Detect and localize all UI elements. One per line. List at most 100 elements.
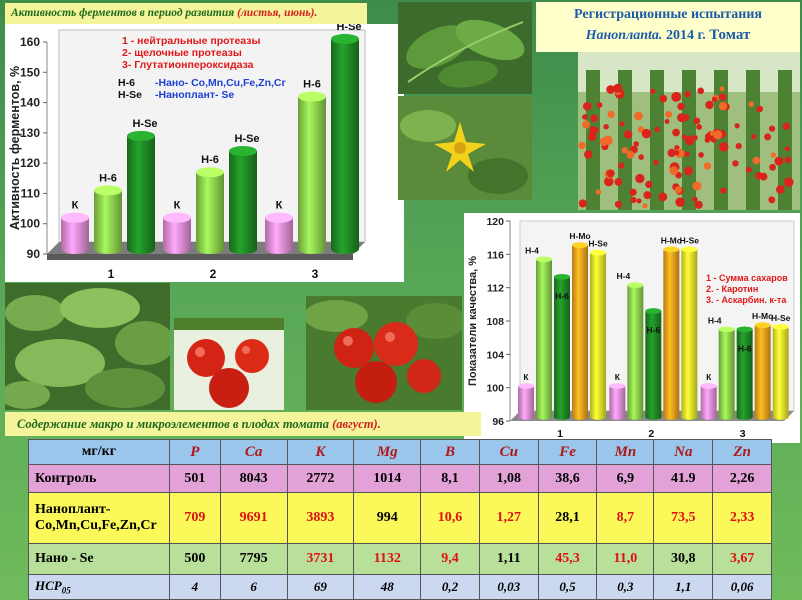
- table-cell: 501: [169, 464, 221, 493]
- tomato-fruit: [645, 180, 653, 189]
- tomato-fruit: [769, 163, 777, 171]
- chart2-bar: [754, 322, 771, 420]
- chart2-bar: [681, 246, 698, 420]
- chart2-x-tick-label: 3: [740, 428, 746, 440]
- tomato-fruit: [596, 102, 603, 108]
- chart2-y-tick-label: 120: [486, 216, 504, 228]
- chart2-bar-label: Н-6: [738, 343, 752, 353]
- table-cell: 8,1: [420, 464, 480, 493]
- registration-year: 2014 г.: [665, 28, 706, 43]
- tomato-fruit: [720, 187, 727, 194]
- tomato-fruit: [604, 176, 614, 187]
- greenhouse-tomato-photo: [578, 52, 800, 210]
- chart2-bar: [736, 326, 753, 420]
- chart2-legend-item: 3. - Аскарбин. к-та: [706, 295, 787, 305]
- chart2-bar: [572, 242, 588, 420]
- table-header-cell: Ca: [219, 439, 288, 465]
- chart2-x-tick-label: 2: [648, 428, 654, 440]
- table-cell: 500: [169, 543, 221, 575]
- chart1-bar: [331, 33, 359, 255]
- chart2-bar-label: Н-Se: [588, 239, 608, 249]
- table-cell: 7795: [219, 543, 288, 575]
- row-label-lsd-sub: 05: [61, 585, 71, 596]
- table-cell: 0,06: [712, 574, 772, 600]
- chart2-bar: [554, 273, 570, 420]
- tomato-fruit: [784, 146, 790, 152]
- chart1-legend-text: -Наноплант- Se: [155, 89, 234, 101]
- tomato-fruit: [659, 94, 668, 103]
- chart1-y-tick-label: 150: [20, 65, 40, 79]
- chart1-bar: [61, 212, 89, 255]
- tomato-fruit: [626, 150, 635, 159]
- chart2-bar: [590, 249, 606, 420]
- table-header-cell: Mn: [596, 439, 655, 465]
- chart1-legend-item: 3- Глутатионпероксидаза: [122, 59, 254, 71]
- chart1-bar-label: Н-6: [303, 79, 321, 91]
- chart1-bar-label: Н-6: [99, 172, 117, 184]
- table-cell: 0,3: [596, 574, 655, 600]
- tomato-fruit: [578, 141, 586, 150]
- chart2-x-tick-label: 1: [557, 428, 563, 440]
- table-heading-text: Содержание макро и микроэлементов в плод…: [17, 417, 329, 431]
- tomato-fruit: [618, 162, 625, 169]
- chart1-x-tick-label: 3: [312, 267, 319, 281]
- row-label: Нано - Se: [28, 543, 170, 575]
- chart2-bar-label: Н-6: [555, 291, 569, 301]
- tomato-fruit: [748, 101, 755, 108]
- tomato-fruit: [692, 181, 702, 191]
- tomato-fruit: [745, 166, 752, 173]
- table-cell: 73,5: [653, 492, 714, 544]
- tomato-fruit: [674, 186, 682, 194]
- chart1-bar: [265, 212, 293, 255]
- table-header-cell: P: [169, 439, 221, 465]
- tomato-fruit: [638, 154, 644, 160]
- chart1-bar-label: К: [276, 200, 283, 212]
- tomato-fruit: [669, 166, 679, 176]
- tomato-fruit: [650, 88, 656, 94]
- tomato-fruit: [693, 117, 701, 125]
- table-header-cell: Na: [653, 439, 714, 465]
- table-cell: 2,33: [712, 492, 772, 544]
- chart2-bar-label: Н-Se: [680, 235, 700, 245]
- table-cell: 0,03: [478, 574, 539, 600]
- chart1-bar: [229, 145, 257, 255]
- table-cell: 8043: [219, 464, 288, 493]
- chart2-y-tick-label: 100: [486, 383, 504, 395]
- tomato-fruit: [703, 162, 712, 170]
- table-cell: 1132: [353, 543, 422, 575]
- table-row-lsd: НСР05 4 6 69 48 0,2 0,03 0,5 0,3 1,1 0,0…: [28, 574, 772, 600]
- tomato-fruit: [589, 126, 597, 133]
- tomato-fruit: [718, 101, 728, 111]
- table-cell: 4: [169, 574, 221, 600]
- table-cell: 2772: [286, 464, 355, 493]
- tomato-fruit: [719, 86, 725, 92]
- chart2-bar: [700, 383, 717, 420]
- tomato-fruit: [613, 83, 623, 93]
- tomato-fruit: [684, 151, 690, 157]
- chart1-legend-item: 1 - нейтральные протеазы: [122, 35, 260, 47]
- tomato-fruit: [696, 124, 702, 130]
- row-label: Наноплант- Co,Mn,Cu,Fe,Zn,Cr: [28, 492, 170, 544]
- chart1-y-tick-label: 90: [27, 247, 41, 261]
- tomato-leaf-photo: [398, 2, 532, 94]
- table-cell: 1,11: [478, 543, 539, 575]
- chart1-x-tick-label: 2: [210, 267, 217, 281]
- greenhouse-plant-row: [778, 70, 792, 210]
- table-cell: 1,27: [478, 492, 539, 544]
- elements-table: мг/кг P Ca K Mg B Cu Fe Mn Na Zn Контрол…: [28, 439, 772, 600]
- chart2-y-axis-title: Показатели качества, %: [467, 256, 479, 386]
- tomato-fruit: [621, 146, 629, 154]
- row-label-line1: Наноплант-: [35, 502, 111, 517]
- table-cell: 38,6: [537, 464, 598, 493]
- registration-product: Наноплanta.: [585, 28, 663, 43]
- tomato-fruit: [614, 200, 623, 208]
- tomato-fruit: [768, 125, 776, 132]
- greenhouse-plant-row: [618, 70, 632, 210]
- tomato-vine-photo: [306, 296, 462, 410]
- tomato-fruit: [664, 118, 670, 124]
- table-header-cell: Fe: [537, 439, 598, 465]
- tomato-fruit: [599, 137, 609, 146]
- chart2-legend-item: 1 - Сумма сахаров: [706, 273, 788, 283]
- tomato-fruits-photo: [174, 318, 284, 410]
- tomato-fruit: [684, 90, 691, 98]
